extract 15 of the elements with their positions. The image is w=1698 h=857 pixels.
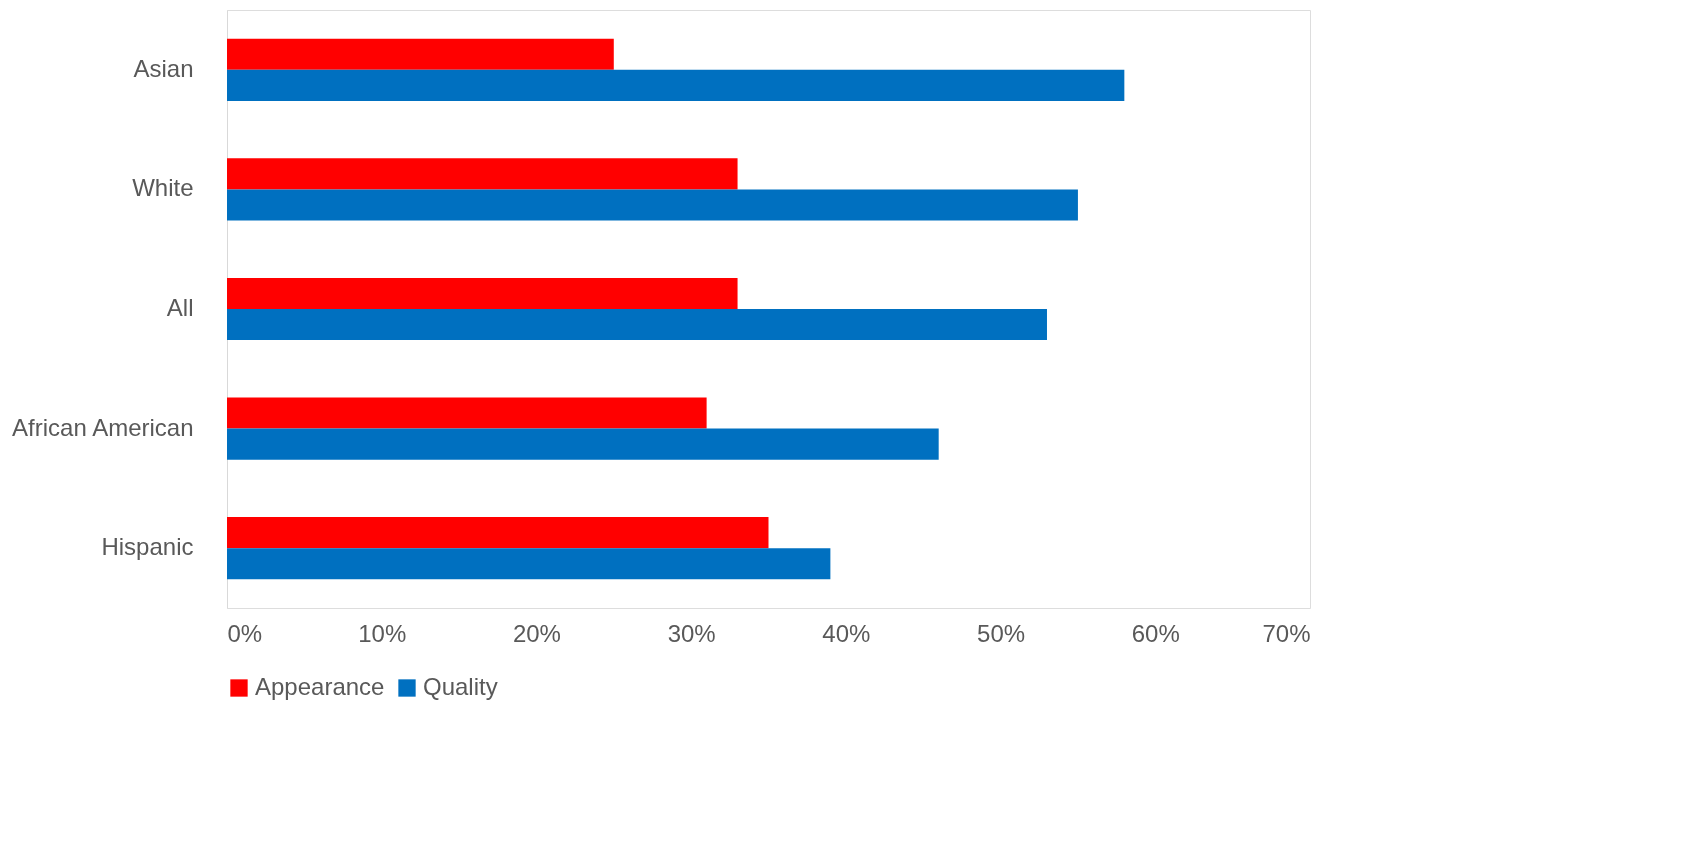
x-tick-label: 60% xyxy=(1131,619,1180,647)
x-tick-label: 70% xyxy=(1262,619,1311,647)
legend-label: Appearance xyxy=(255,673,385,700)
y-tick-label: Hispanic xyxy=(101,533,194,561)
legend-label: Quality xyxy=(423,673,498,700)
x-tick-label: 20% xyxy=(512,619,561,647)
y-tick-label: Asian xyxy=(133,54,194,82)
x-tick-label: 30% xyxy=(667,619,716,647)
y-tick-label: All xyxy=(166,294,194,321)
y-tick-label: White xyxy=(132,174,194,202)
x-tick-label: 10% xyxy=(358,619,407,647)
x-tick-label: 0% xyxy=(227,619,263,647)
x-tick-label: 50% xyxy=(977,619,1026,647)
y-tick-label: African American xyxy=(12,413,194,441)
x-tick-label: 40% xyxy=(822,619,871,647)
